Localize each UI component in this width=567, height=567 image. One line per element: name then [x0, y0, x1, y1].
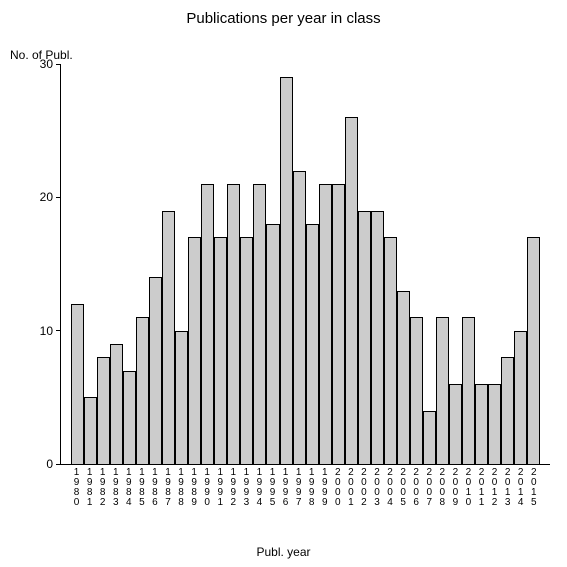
y-tick-label: 0: [46, 457, 53, 471]
plot-area: 0102030: [60, 65, 550, 465]
x-tick-label: 1 9 8 4: [122, 468, 135, 508]
chart-container: Publications per year in class No. of Pu…: [0, 0, 567, 567]
bar: [462, 317, 475, 464]
bar: [266, 224, 279, 464]
x-tick-label: 2 0 0 1: [344, 468, 357, 508]
x-tick-label: 2 0 0 5: [397, 468, 410, 508]
bar: [345, 117, 358, 464]
bar: [162, 211, 175, 464]
bar: [227, 184, 240, 464]
x-tick-label: 1 9 8 5: [135, 468, 148, 508]
x-tick-label: 1 9 9 4: [253, 468, 266, 508]
x-axis-label: Publ. year: [0, 545, 567, 559]
x-tick-label: 1 9 9 5: [266, 468, 279, 508]
bar: [71, 304, 84, 464]
y-tick-label: 20: [40, 190, 53, 204]
bar: [501, 357, 514, 464]
x-tick-label: 2 0 1 2: [488, 468, 501, 508]
bar: [514, 331, 527, 464]
x-tick-label: 2 0 0 4: [384, 468, 397, 508]
bar: [410, 317, 423, 464]
y-tick-label: 30: [40, 57, 53, 71]
x-tick-label: 1 9 8 9: [188, 468, 201, 508]
bar: [436, 317, 449, 464]
bar: [423, 411, 436, 464]
x-tick-label: 2 0 0 6: [410, 468, 423, 508]
x-tick-label: 1 9 9 3: [240, 468, 253, 508]
x-tick-label: 2 0 1 4: [514, 468, 527, 508]
bar: [136, 317, 149, 464]
bar: [488, 384, 501, 464]
x-tick-label: 2 0 1 0: [462, 468, 475, 508]
bar: [123, 371, 136, 464]
y-tick: [56, 197, 61, 198]
x-tick-label: 1 9 9 6: [279, 468, 292, 508]
bar: [201, 184, 214, 464]
x-tick-label: 1 9 8 7: [161, 468, 174, 508]
x-tick-label: 2 0 0 0: [331, 468, 344, 508]
chart-title: Publications per year in class: [0, 10, 567, 27]
bar: [97, 357, 110, 464]
y-tick: [56, 464, 61, 465]
x-tick-label: 1 9 8 2: [96, 468, 109, 508]
x-tick-label: 2 0 0 2: [357, 468, 370, 508]
x-tick-label: 1 9 8 6: [148, 468, 161, 508]
x-tick-label: 1 9 8 3: [109, 468, 122, 508]
x-tick-label: 1 9 8 0: [70, 468, 83, 508]
bar: [319, 184, 332, 464]
x-tick-label: 1 9 9 8: [305, 468, 318, 508]
x-tick-label: 1 9 9 1: [214, 468, 227, 508]
bar: [358, 211, 371, 464]
x-tick-label: 2 0 0 8: [436, 468, 449, 508]
bar: [449, 384, 462, 464]
bar: [293, 171, 306, 464]
bars-group: [71, 65, 540, 464]
bar: [397, 291, 410, 464]
bar: [175, 331, 188, 464]
bar: [371, 211, 384, 464]
bar: [306, 224, 319, 464]
y-tick: [56, 64, 61, 65]
bar: [188, 237, 201, 464]
bar: [384, 237, 397, 464]
x-tick-label: 1 9 9 2: [227, 468, 240, 508]
bar: [110, 344, 123, 464]
x-tick-label: 1 9 8 1: [83, 468, 96, 508]
x-tick-label: 1 9 9 0: [201, 468, 214, 508]
x-tick-label: 2 0 1 3: [501, 468, 514, 508]
x-tick-label: 1 9 8 8: [175, 468, 188, 508]
x-tick-label: 2 0 1 5: [527, 468, 540, 508]
bar: [527, 237, 540, 464]
bar: [253, 184, 266, 464]
bar: [280, 77, 293, 464]
x-tick-label: 2 0 0 9: [449, 468, 462, 508]
bar: [332, 184, 345, 464]
x-tick-label: 1 9 9 7: [292, 468, 305, 508]
x-tick-labels: 1 9 8 01 9 8 11 9 8 21 9 8 31 9 8 41 9 8…: [70, 468, 540, 508]
bar: [84, 397, 97, 464]
x-tick-label: 2 0 1 1: [475, 468, 488, 508]
x-tick-label: 2 0 0 7: [423, 468, 436, 508]
y-tick-label: 10: [40, 324, 53, 338]
bar: [149, 277, 162, 464]
bar: [475, 384, 488, 464]
x-tick-label: 2 0 0 3: [370, 468, 383, 508]
bar: [214, 237, 227, 464]
x-tick-label: 1 9 9 9: [318, 468, 331, 508]
y-tick: [56, 330, 61, 331]
bar: [240, 237, 253, 464]
